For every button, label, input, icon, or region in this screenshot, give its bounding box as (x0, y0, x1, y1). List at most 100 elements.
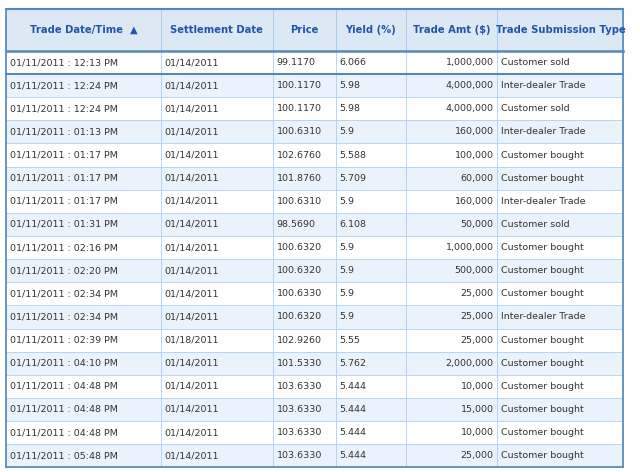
Bar (161, 352, 273, 375)
Bar (406, 329, 497, 352)
Bar (6, 74, 161, 97)
Bar (273, 421, 336, 444)
Bar (161, 143, 273, 167)
Text: 99.1170: 99.1170 (276, 58, 316, 67)
Text: 01/14/2011: 01/14/2011 (164, 197, 219, 206)
Text: 6.108: 6.108 (340, 220, 367, 229)
Bar (273, 213, 336, 236)
Text: 5.9: 5.9 (340, 289, 355, 298)
Bar (161, 167, 273, 190)
Text: Trade Submission Type: Trade Submission Type (495, 25, 625, 35)
Text: Customer bought: Customer bought (501, 336, 584, 345)
Text: 60,000: 60,000 (460, 174, 493, 183)
Bar (406, 375, 497, 398)
Text: 25,000: 25,000 (460, 451, 493, 460)
Bar (336, 190, 406, 213)
Bar (161, 213, 273, 236)
Bar (406, 259, 497, 282)
Bar (497, 120, 623, 143)
Text: Customer sold: Customer sold (501, 104, 570, 113)
Bar (6, 51, 161, 74)
Bar (273, 120, 336, 143)
Text: 01/18/2011: 01/18/2011 (164, 336, 219, 345)
Text: 5.98: 5.98 (340, 81, 361, 90)
Text: 01/14/2011: 01/14/2011 (164, 312, 219, 321)
Bar (161, 259, 273, 282)
Text: 101.5330: 101.5330 (276, 359, 322, 368)
Text: 5.98: 5.98 (340, 104, 361, 113)
Text: 01/14/2011: 01/14/2011 (164, 451, 219, 460)
Text: 100.6310: 100.6310 (276, 197, 322, 206)
Text: 5.444: 5.444 (340, 428, 367, 437)
Text: 100.1170: 100.1170 (276, 81, 321, 90)
Bar (336, 398, 406, 421)
Text: 5.9: 5.9 (340, 127, 355, 136)
Text: 2,000,000: 2,000,000 (445, 359, 493, 368)
Bar (6, 352, 161, 375)
Text: 102.6760: 102.6760 (276, 151, 321, 160)
Bar (336, 51, 406, 74)
Text: 01/11/2011 : 01:17 PM: 01/11/2011 : 01:17 PM (10, 151, 118, 160)
Text: Customer bought: Customer bought (501, 289, 584, 298)
Bar (273, 190, 336, 213)
Text: 100.6320: 100.6320 (276, 312, 322, 321)
Bar (161, 97, 273, 120)
Text: 160,000: 160,000 (454, 197, 493, 206)
Text: 01/11/2011 : 02:39 PM: 01/11/2011 : 02:39 PM (10, 336, 118, 345)
Bar (336, 282, 406, 305)
Bar (6, 236, 161, 259)
Bar (406, 213, 497, 236)
Text: Customer bought: Customer bought (501, 151, 584, 160)
Text: Yield (%): Yield (%) (346, 25, 396, 35)
Bar (161, 120, 273, 143)
Bar (273, 97, 336, 120)
Bar (336, 305, 406, 329)
Bar (161, 329, 273, 352)
Bar (497, 305, 623, 329)
Bar (497, 97, 623, 120)
Bar (336, 120, 406, 143)
Bar (497, 282, 623, 305)
Text: 500,000: 500,000 (454, 266, 493, 275)
Text: 25,000: 25,000 (460, 336, 493, 345)
Bar (406, 74, 497, 97)
Bar (161, 51, 273, 74)
Text: 01/14/2011: 01/14/2011 (164, 104, 219, 113)
Bar (406, 236, 497, 259)
Bar (273, 398, 336, 421)
Text: 01/11/2011 : 04:48 PM: 01/11/2011 : 04:48 PM (10, 382, 118, 391)
Bar (406, 143, 497, 167)
Text: 103.6330: 103.6330 (276, 382, 322, 391)
Text: Inter-dealer Trade: Inter-dealer Trade (501, 81, 586, 90)
Text: Customer bought: Customer bought (501, 405, 584, 414)
Text: Customer sold: Customer sold (501, 220, 570, 229)
Text: 01/11/2011 : 02:34 PM: 01/11/2011 : 02:34 PM (10, 289, 118, 298)
Text: 100.1170: 100.1170 (276, 104, 321, 113)
Bar (161, 398, 273, 421)
Bar (273, 9, 336, 51)
Bar (161, 305, 273, 329)
Text: 100.6330: 100.6330 (276, 289, 322, 298)
Text: 100.6320: 100.6320 (276, 243, 322, 252)
Bar (406, 444, 497, 467)
Text: Customer bought: Customer bought (501, 359, 584, 368)
Text: 5.588: 5.588 (340, 151, 367, 160)
Bar (336, 167, 406, 190)
Text: Settlement Date: Settlement Date (170, 25, 263, 35)
Text: 01/14/2011: 01/14/2011 (164, 405, 219, 414)
Bar (161, 236, 273, 259)
Bar (497, 143, 623, 167)
Bar (497, 236, 623, 259)
Text: 5.444: 5.444 (340, 382, 367, 391)
Bar (273, 74, 336, 97)
Text: 01/11/2011 : 04:48 PM: 01/11/2011 : 04:48 PM (10, 405, 118, 414)
Bar (161, 282, 273, 305)
Bar (6, 329, 161, 352)
Bar (273, 51, 336, 74)
Bar (6, 421, 161, 444)
Text: 01/14/2011: 01/14/2011 (164, 266, 219, 275)
Bar (406, 190, 497, 213)
Text: 5.9: 5.9 (340, 243, 355, 252)
Bar (497, 329, 623, 352)
Text: 01/14/2011: 01/14/2011 (164, 174, 219, 183)
